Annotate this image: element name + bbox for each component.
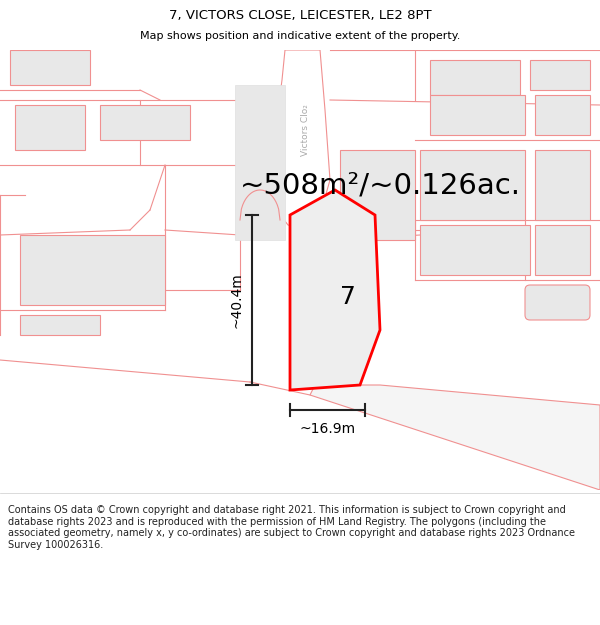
- Text: ~40.4m: ~40.4m: [230, 272, 244, 328]
- Polygon shape: [100, 105, 190, 140]
- Polygon shape: [420, 225, 530, 275]
- Polygon shape: [235, 85, 285, 240]
- Polygon shape: [290, 190, 380, 390]
- Polygon shape: [15, 105, 85, 150]
- Text: Victors Clo₂: Victors Clo₂: [301, 104, 310, 156]
- Polygon shape: [535, 150, 590, 220]
- Polygon shape: [430, 95, 525, 135]
- Text: Map shows position and indicative extent of the property.: Map shows position and indicative extent…: [140, 31, 460, 41]
- Polygon shape: [20, 235, 165, 305]
- Polygon shape: [10, 50, 90, 85]
- Text: 7: 7: [340, 286, 356, 309]
- Text: ~16.9m: ~16.9m: [299, 422, 356, 436]
- Polygon shape: [340, 150, 415, 240]
- Polygon shape: [430, 60, 520, 95]
- Polygon shape: [420, 150, 525, 220]
- Polygon shape: [535, 95, 590, 135]
- Text: ~508m²/~0.126ac.: ~508m²/~0.126ac.: [240, 171, 521, 199]
- Polygon shape: [535, 225, 590, 275]
- Polygon shape: [530, 60, 590, 90]
- Polygon shape: [275, 50, 330, 228]
- Polygon shape: [20, 315, 100, 335]
- Polygon shape: [310, 385, 600, 490]
- Text: Contains OS data © Crown copyright and database right 2021. This information is : Contains OS data © Crown copyright and d…: [8, 505, 575, 550]
- Text: 7, VICTORS CLOSE, LEICESTER, LE2 8PT: 7, VICTORS CLOSE, LEICESTER, LE2 8PT: [169, 9, 431, 21]
- FancyBboxPatch shape: [525, 285, 590, 320]
